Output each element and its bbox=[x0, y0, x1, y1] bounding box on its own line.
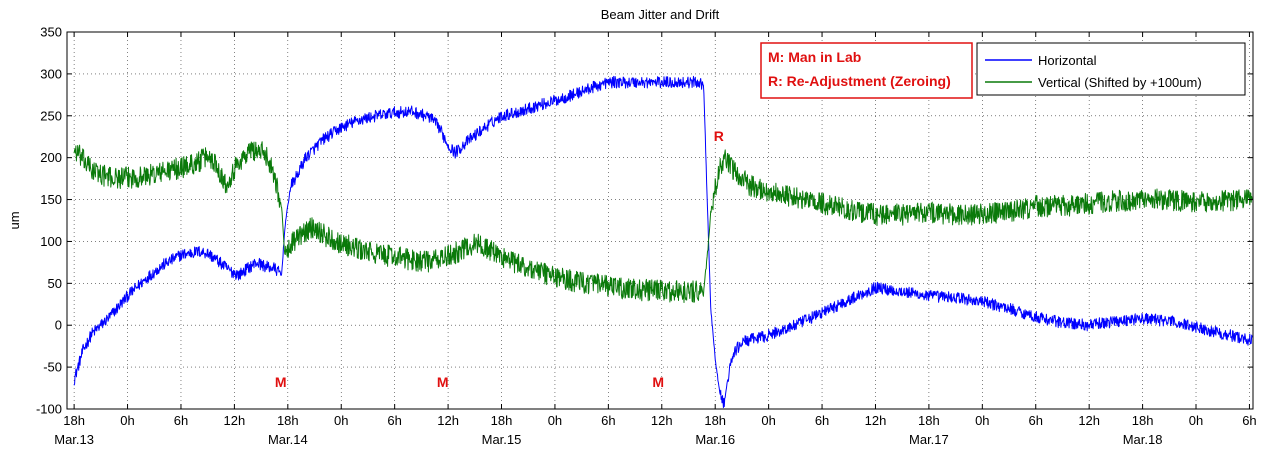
x-tick-label: 12h bbox=[1078, 413, 1100, 428]
annotation-marker: M bbox=[275, 374, 287, 390]
note-line: M: Man in Lab bbox=[768, 49, 861, 65]
x-tick-label: 18h bbox=[704, 413, 726, 428]
x-tick-label: 18h bbox=[63, 413, 85, 428]
x-tick-label: 18h bbox=[491, 413, 513, 428]
x-tick-label: 6h bbox=[1242, 413, 1256, 428]
x-tick-label: 18h bbox=[277, 413, 299, 428]
x-tick-label: 0h bbox=[120, 413, 134, 428]
x-tick-label: 6h bbox=[601, 413, 615, 428]
y-axis-label: um bbox=[7, 211, 22, 229]
note-box-frame bbox=[760, 42, 973, 99]
legend-label: Vertical (Shifted by +100um) bbox=[1038, 75, 1202, 90]
y-tick-label: 200 bbox=[40, 150, 62, 165]
x-tick-label: 18h bbox=[918, 413, 940, 428]
x-tick-label: 0h bbox=[761, 413, 775, 428]
series-line-horizontal bbox=[73, 75, 1253, 409]
y-tick-label: 150 bbox=[40, 192, 62, 207]
x-tick-label: 18h bbox=[1132, 413, 1154, 428]
x-date-label: Mar.16 bbox=[695, 432, 735, 447]
note-line: R: Re-Adjustment (Zeroing) bbox=[768, 73, 951, 89]
series-group bbox=[73, 75, 1253, 409]
chart-title: Beam Jitter and Drift bbox=[601, 7, 720, 22]
annotation-marker: R bbox=[714, 128, 724, 144]
x-tick-label: 0h bbox=[334, 413, 348, 428]
y-tick-label: 350 bbox=[40, 25, 62, 40]
y-tick-label: 0 bbox=[55, 318, 62, 333]
y-tick-label: -50 bbox=[43, 360, 62, 375]
x-tick-label: 6h bbox=[1029, 413, 1043, 428]
annotation-marker: M bbox=[652, 374, 664, 390]
x-tick-label: 6h bbox=[387, 413, 401, 428]
x-date-label: Mar.18 bbox=[1123, 432, 1163, 447]
y-tick-label: 50 bbox=[48, 276, 62, 291]
note-box: M: Man in Lab R: Re-Adjustment (Zeroing) bbox=[760, 42, 973, 99]
x-tick-label: 12h bbox=[651, 413, 673, 428]
legend: Horizontal Vertical (Shifted by +100um) bbox=[976, 42, 1246, 96]
legend-label: Horizontal bbox=[1038, 53, 1097, 68]
axes-frame bbox=[66, 31, 1254, 410]
x-date-label: Mar.13 bbox=[54, 432, 94, 447]
x-tick-label: 6h bbox=[815, 413, 829, 428]
y-tick-label: 300 bbox=[40, 66, 62, 81]
y-tick-label: 100 bbox=[40, 234, 62, 249]
x-date-label: Mar.14 bbox=[268, 432, 308, 447]
annotation-marker: M bbox=[437, 374, 449, 390]
x-tick-label: 0h bbox=[1189, 413, 1203, 428]
x-date-label: Mar.17 bbox=[909, 432, 949, 447]
x-date-label: Mar.15 bbox=[482, 432, 522, 447]
x-tick-label: 0h bbox=[548, 413, 562, 428]
y-tick-label: 250 bbox=[40, 108, 62, 123]
x-tick-label: 12h bbox=[224, 413, 246, 428]
x-tick-label: 12h bbox=[437, 413, 459, 428]
x-tick-label: 12h bbox=[865, 413, 887, 428]
x-tick-label: 0h bbox=[975, 413, 989, 428]
x-tick-label: 6h bbox=[174, 413, 188, 428]
legend-frame bbox=[976, 42, 1246, 96]
series-line-vertical bbox=[73, 141, 1253, 303]
axis-ticks: 18h Mar.13 0h 6h 12h 18h Mar.14 0h 6h 12h 18h Mar.1… bbox=[36, 25, 1257, 448]
y-tick-label: -100 bbox=[36, 402, 62, 417]
